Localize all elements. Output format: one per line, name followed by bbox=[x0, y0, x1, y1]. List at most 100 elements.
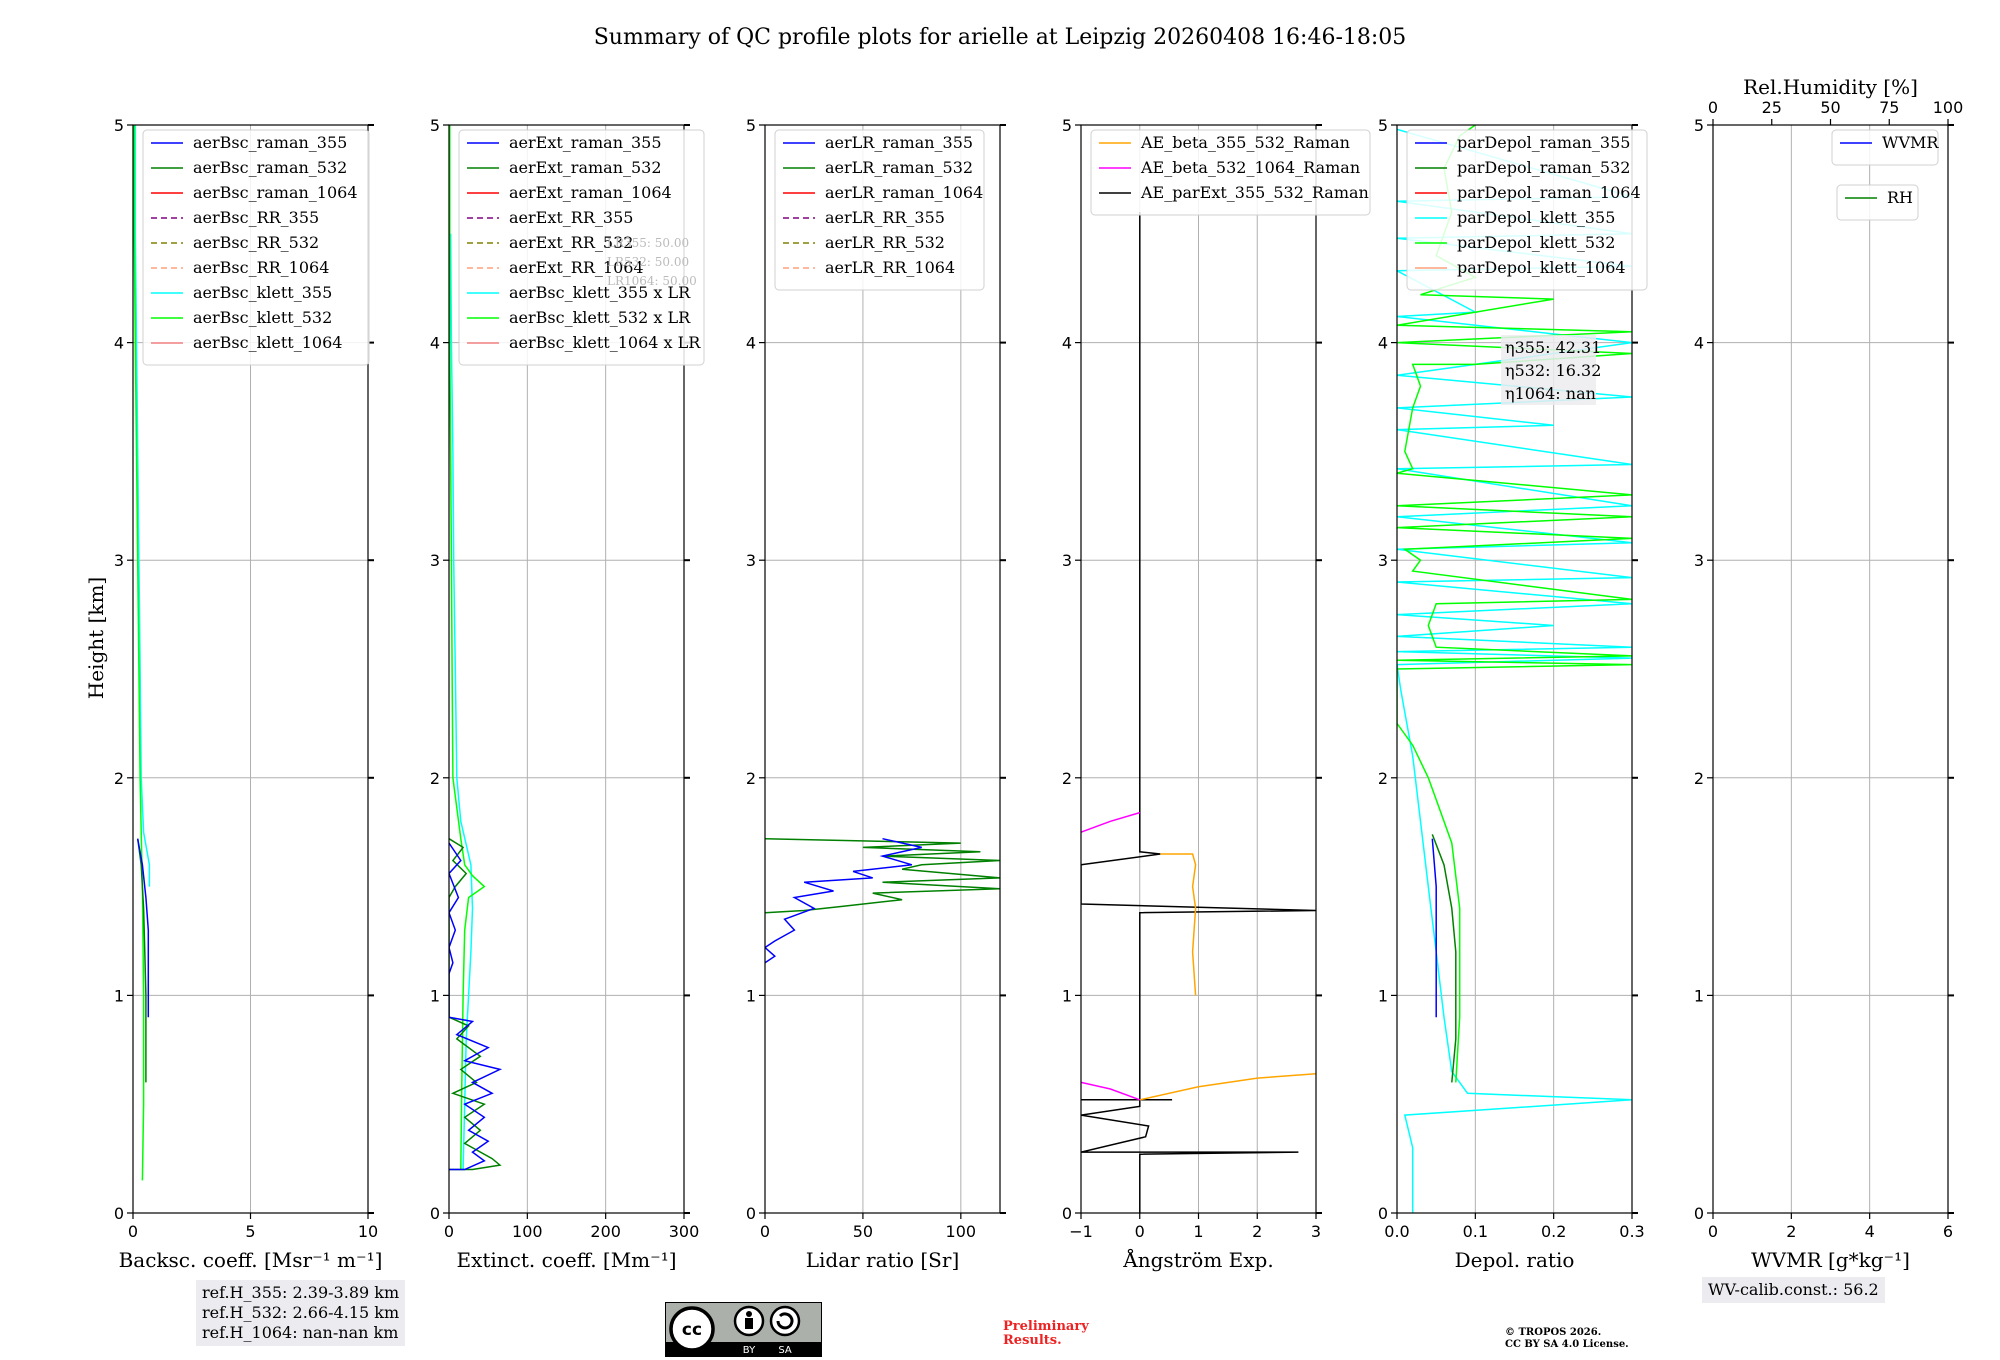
cc-icon bbox=[669, 1306, 715, 1352]
legend-label: aerBsc_klett_1064 bbox=[193, 333, 342, 352]
legend-box bbox=[142, 129, 370, 366]
panel-2: 0 1 2 3 4 5 0 100 200 300 Extinct. coeff. [Mm⁻¹] ae… bbox=[430, 116, 705, 1272]
legend-6: RH bbox=[1836, 184, 1919, 221]
series-group-3 bbox=[765, 837, 1000, 964]
x-axis-label-3: Lidar ratio [Sr] bbox=[806, 1248, 960, 1272]
legend-box bbox=[1406, 129, 1648, 291]
ytick-label: 3 bbox=[1694, 551, 1704, 570]
sa-share-alike-icon bbox=[769, 1305, 801, 1337]
ytick-label: 5 bbox=[430, 116, 440, 135]
panel-1: 0 1 2 3 4 5 0 5 10 Backsc. coeff. [Msr⁻¹ m⁻¹] aerB… bbox=[114, 116, 383, 1272]
series-group-5 bbox=[1397, 125, 1632, 1213]
cc-icon-text: cc bbox=[682, 1320, 702, 1340]
ytick-label: 2 bbox=[1062, 769, 1072, 788]
ytick-label: 2 bbox=[1694, 769, 1704, 788]
xtick-label: 100 bbox=[512, 1222, 543, 1241]
legend-label: aerExt_raman_355 bbox=[509, 133, 662, 152]
ytick-label: 0 bbox=[1694, 1204, 1704, 1223]
axes-frame-3 bbox=[764, 124, 1001, 1214]
ytick-label: 1 bbox=[430, 986, 440, 1005]
top-xtick-label: 25 bbox=[1762, 98, 1782, 117]
x-axis-label-6: WVMR [g*kg⁻¹] bbox=[1751, 1248, 1910, 1272]
xtick-label: 0.2 bbox=[1541, 1222, 1566, 1241]
panel-5: 0 1 2 3 4 5 0.0 0.1 0.2 0.3 Depol. ratio parDepol_r… bbox=[1378, 116, 1648, 1272]
legend-label: AE_beta_355_532_Raman bbox=[1140, 133, 1350, 152]
eta-annotation: η355: 42.31 η532: 16.32 η1064: nan bbox=[1501, 335, 1601, 405]
legend-label: aerBsc_klett_1064 x LR bbox=[509, 333, 701, 352]
ytick-label: 1 bbox=[114, 986, 124, 1005]
top-xtick-label: 50 bbox=[1820, 98, 1840, 117]
series-line-ae-parext-355-532-raman bbox=[1081, 212, 1316, 1213]
legend-label: aerLR_raman_1064 bbox=[825, 183, 983, 202]
xtick-label: 4 bbox=[1865, 1222, 1875, 1241]
top-xtick-label: 0 bbox=[1708, 98, 1718, 117]
series-group-2 bbox=[449, 125, 503, 1171]
xtick-label: 0 bbox=[444, 1222, 454, 1241]
legend-label: AE_beta_532_1064_Raman bbox=[1140, 158, 1360, 177]
lidar-ratio-annotation: LR355: 50.00 bbox=[607, 236, 689, 250]
legend-box bbox=[1831, 129, 1939, 166]
x-axis-label-2: Extinct. coeff. [Mm⁻¹] bbox=[456, 1248, 676, 1272]
axes-frame-6 bbox=[1712, 124, 1949, 1214]
ytick-label: 0 bbox=[1378, 1204, 1388, 1223]
copyright-line-2: CC BY SA 4.0 License. bbox=[1505, 1339, 1629, 1350]
y-axis-label: Height [km] bbox=[84, 577, 108, 699]
x-axis-label-1: Backsc. coeff. [Msr⁻¹ m⁻¹] bbox=[119, 1248, 383, 1272]
legend-label: aerExt_RR_1064 bbox=[509, 258, 644, 277]
xtick-label: 0.3 bbox=[1619, 1222, 1644, 1241]
series-line-aerbsc-raman-532 bbox=[136, 838, 147, 1083]
copyright-note: © TROPOS 2026. CC BY SA 4.0 License. bbox=[1505, 1327, 1629, 1351]
eta-annotation-box bbox=[1501, 335, 1596, 405]
ytick-label: 1 bbox=[746, 986, 756, 1005]
cc-by-sa-license-badge: cc BY SA bbox=[665, 1302, 822, 1357]
ytick-label: 2 bbox=[114, 769, 124, 788]
axes-frame-5 bbox=[1396, 124, 1633, 1214]
ytick-label: 4 bbox=[114, 334, 124, 353]
x-axis-label-4: Ångström Exp. bbox=[1122, 1247, 1273, 1272]
series-line-ae-beta-532-1064-raman-low bbox=[1081, 1081, 1141, 1101]
ytick-label: 0 bbox=[430, 1204, 440, 1223]
xtick-label: 0 bbox=[760, 1222, 770, 1241]
legend-label: aerExt_RR_532 bbox=[509, 233, 633, 252]
ytick-label: 3 bbox=[114, 551, 124, 570]
top-xtick-label: 75 bbox=[1879, 98, 1899, 117]
xtick-label: 0 bbox=[128, 1222, 138, 1241]
legend-label: aerExt_raman_1064 bbox=[509, 183, 672, 202]
legend-label: parDepol_raman_355 bbox=[1457, 133, 1630, 152]
top-x-axis-label: Rel.Humidity [%] bbox=[1743, 75, 1918, 99]
legend-box bbox=[458, 129, 705, 366]
lidar-ratio-annotation: LR532: 50.00 bbox=[607, 255, 689, 269]
legend-label: aerLR_raman_355 bbox=[825, 133, 973, 152]
legend-3: aerLR_raman_355 aerLR_raman_532 aerLR_rama… bbox=[774, 129, 985, 291]
wv-calibration-box: WV-calib.const.: 56.2 bbox=[1702, 1277, 1885, 1303]
preliminary-results-note: Preliminary Results. bbox=[1003, 1320, 1089, 1348]
series-line-pardepol-raman-355 bbox=[1431, 838, 1437, 1018]
series-line-pardepol-klett-532 bbox=[1397, 125, 1632, 1083]
lidar-ratio-annotation: LR1064: 50.00 bbox=[607, 274, 697, 288]
ytick-label: 3 bbox=[430, 551, 440, 570]
ytick-label: 4 bbox=[1062, 334, 1072, 353]
series-line-aerlr-raman-355 bbox=[765, 837, 922, 964]
preliminary-line-1: Preliminary bbox=[1003, 1319, 1089, 1334]
legend-label: aerBsc_raman_1064 bbox=[193, 183, 358, 202]
ref-height-1064: ref.H_1064: nan-nan km bbox=[202, 1323, 399, 1342]
preliminary-line-2: Results. bbox=[1003, 1333, 1062, 1348]
legend-label: RH bbox=[1887, 188, 1913, 207]
ytick-label: 2 bbox=[1378, 769, 1388, 788]
top-xtick-label: 100 bbox=[1933, 98, 1964, 117]
ytick-label: 3 bbox=[746, 551, 756, 570]
eta-annotation-line: η532: 16.32 bbox=[1505, 361, 1601, 380]
ytick-label: 4 bbox=[430, 334, 440, 353]
eta-annotation-line: η355: 42.31 bbox=[1505, 338, 1601, 357]
series-line-aerext-raman-355 bbox=[449, 842, 503, 1171]
legend-label: aerBsc_raman_355 bbox=[193, 133, 347, 152]
legend-label: parDepol_klett_355 bbox=[1457, 208, 1615, 227]
ytick-label: 3 bbox=[1062, 551, 1072, 570]
xtick-label: 10 bbox=[358, 1222, 378, 1241]
xtick-label: 0.0 bbox=[1384, 1222, 1409, 1241]
xtick-label: −1 bbox=[1069, 1222, 1093, 1241]
by-label: BY bbox=[743, 1345, 756, 1356]
ytick-label: 0 bbox=[1062, 1204, 1072, 1223]
